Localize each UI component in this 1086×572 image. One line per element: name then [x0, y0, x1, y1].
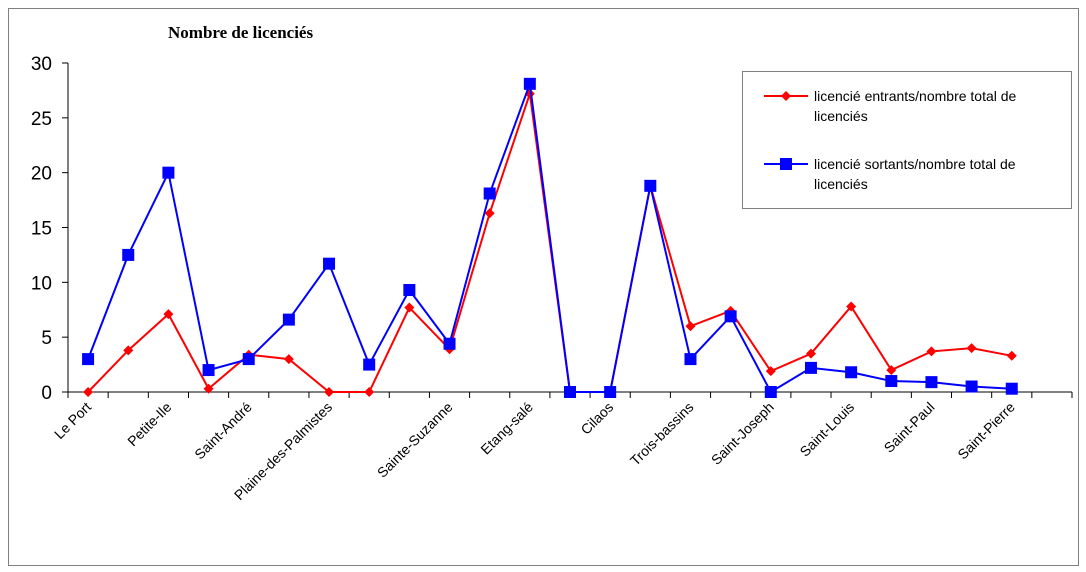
data-point-square — [162, 166, 175, 179]
data-point-square — [925, 376, 938, 389]
data-point-square — [403, 284, 416, 297]
data-point-square — [564, 386, 576, 398]
data-point-square — [604, 386, 617, 398]
data-point-diamond — [1006, 350, 1017, 361]
data-point-square — [885, 375, 898, 388]
legend-label: licencié sortants/nombre total de licenci… — [814, 156, 1016, 192]
y-tick-label: 25 — [31, 109, 52, 130]
series-layer — [82, 77, 1018, 398]
data-point-square — [1005, 382, 1018, 395]
data-point-diamond — [846, 301, 857, 312]
data-point-diamond — [163, 309, 174, 320]
data-point-square — [282, 313, 295, 326]
data-point-diamond — [685, 321, 696, 332]
data-point-square — [363, 358, 376, 371]
data-point-diamond — [966, 343, 977, 354]
data-point-square — [242, 353, 255, 366]
data-point-diamond — [324, 387, 335, 397]
y-tick-label: 30 — [31, 54, 52, 75]
data-point-diamond — [83, 387, 94, 397]
data-point-square — [724, 310, 737, 323]
data-point-diamond — [283, 354, 294, 365]
series-2 — [82, 77, 1018, 398]
data-point-square — [323, 257, 336, 270]
data-point-diamond — [123, 345, 134, 356]
data-point-diamond — [805, 348, 816, 359]
data-point-square — [202, 364, 215, 377]
data-point-square — [684, 353, 697, 366]
data-point-square — [644, 179, 657, 192]
series-2-line — [87, 83, 1012, 394]
y-tick-label: 5 — [41, 328, 52, 349]
legend-marker-square — [780, 158, 792, 170]
data-point-square — [804, 361, 817, 374]
data-point-diamond — [926, 346, 937, 357]
y-tick-label: 0 — [41, 383, 52, 404]
chart-title: Nombre de licenciés — [168, 23, 313, 42]
y-tick-label: 20 — [31, 164, 52, 185]
data-point-diamond — [404, 302, 415, 313]
data-point-diamond — [484, 208, 495, 219]
data-point-diamond — [203, 383, 214, 394]
legend-marker-diamond — [781, 91, 791, 101]
data-point-square — [122, 248, 135, 261]
y-axis: 0 5 10 15 20 25 30 — [31, 54, 69, 404]
data-point-square — [483, 187, 496, 200]
data-point-square — [845, 366, 858, 379]
legend-box — [742, 71, 1072, 209]
data-point-square — [523, 77, 536, 90]
legend-label: licencié entrants/nombre total de licenci… — [814, 88, 1017, 124]
data-point-square — [965, 380, 978, 393]
data-point-square — [764, 386, 777, 398]
y-tick-label: 15 — [31, 219, 52, 240]
y-tick-label: 10 — [31, 273, 52, 294]
data-point-diamond — [364, 387, 375, 397]
data-point-square — [82, 353, 95, 366]
data-point-diamond — [765, 366, 776, 377]
data-point-square — [443, 337, 456, 350]
data-point-diamond — [886, 365, 897, 376]
legend: licencié entrants/nombre total de licenci… — [742, 71, 1072, 209]
